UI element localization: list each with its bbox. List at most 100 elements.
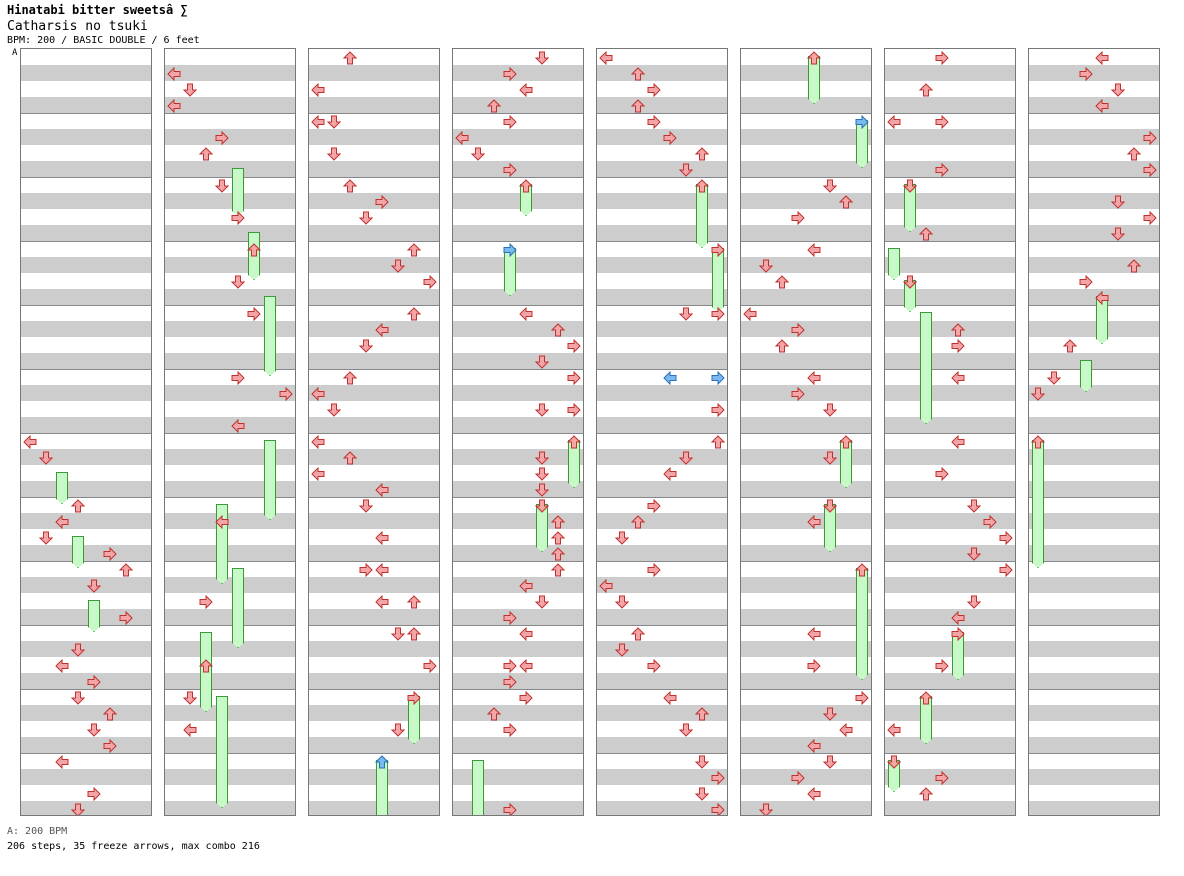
measure-line <box>1029 497 1159 498</box>
step-arrow-up-icon <box>406 242 422 257</box>
measure-line <box>21 305 151 306</box>
step-arrow-right-icon <box>423 658 437 674</box>
freeze-arrow <box>216 696 228 808</box>
measure-line <box>165 753 295 754</box>
step-arrow-up-icon <box>342 450 358 465</box>
step-arrow-down-icon <box>614 530 630 545</box>
step-arrow-right-icon <box>791 386 805 402</box>
step-arrow-right-icon <box>791 210 805 226</box>
step-arrow-right-icon <box>1143 130 1157 146</box>
step-arrow-left-icon <box>519 82 533 98</box>
step-arrow-right-icon <box>375 194 389 210</box>
step-arrow-up-icon <box>198 658 214 673</box>
step-arrow-right-icon <box>1143 210 1157 226</box>
step-arrow-right-icon <box>279 386 293 402</box>
chart-info: BPM: 200 / BASIC DOUBLE / 6 feet <box>7 35 200 46</box>
step-arrow-up-icon <box>774 338 790 353</box>
bpm-marker: A <box>12 48 18 58</box>
step-arrow-down-icon <box>70 690 86 705</box>
step-arrow-right-icon <box>247 306 261 322</box>
step-arrow-right-icon <box>951 626 965 642</box>
freeze-arrow <box>856 568 868 680</box>
step-arrow-left-icon <box>663 466 677 482</box>
step-arrow-left-icon <box>519 626 533 642</box>
step-arrow-right-icon <box>711 370 725 386</box>
measure-line <box>597 369 727 370</box>
freeze-arrow <box>264 440 276 520</box>
footer-bpm: A: 200 BPM <box>7 826 68 837</box>
step-arrow-up-icon <box>518 178 534 193</box>
step-arrow-down-icon <box>966 546 982 561</box>
step-arrow-up-icon <box>550 562 566 577</box>
measure-line <box>1029 689 1159 690</box>
step-arrow-down-icon <box>1046 370 1062 385</box>
step-arrow-right-icon <box>231 370 245 386</box>
step-arrow-down-icon <box>1030 386 1046 401</box>
measure-line <box>21 433 151 434</box>
step-arrow-right-icon <box>647 562 661 578</box>
step-arrow-left-icon <box>951 434 965 450</box>
step-arrow-right-icon <box>1143 162 1157 178</box>
measure-line <box>885 241 1015 242</box>
measure-line <box>453 753 583 754</box>
step-arrow-left-icon <box>183 722 197 738</box>
step-arrow-down-icon <box>614 594 630 609</box>
step-arrow-right-icon <box>103 546 117 562</box>
step-arrow-left-icon <box>1095 98 1109 114</box>
step-arrow-down-icon <box>390 258 406 273</box>
step-arrow-down-icon <box>694 786 710 801</box>
measure-line <box>1029 753 1159 754</box>
step-arrow-down-icon <box>38 450 54 465</box>
measure-line <box>309 433 439 434</box>
step-arrow-down-icon <box>70 802 86 815</box>
step-arrow-down-icon <box>390 626 406 641</box>
step-arrow-up-icon <box>118 562 134 577</box>
step-arrow-left-icon <box>311 386 325 402</box>
step-arrow-left-icon <box>1095 50 1109 66</box>
step-arrow-down-icon <box>822 498 838 513</box>
measure-line <box>21 753 151 754</box>
measure-line <box>165 369 295 370</box>
song-title: Hinatabi bitter sweetsâ ∑ <box>7 3 188 17</box>
measure-line <box>1029 625 1159 626</box>
chart-column-1 <box>20 48 152 816</box>
measure-line <box>885 561 1015 562</box>
step-arrow-right-icon <box>567 402 581 418</box>
step-arrow-down-icon <box>694 754 710 769</box>
measure-line <box>309 241 439 242</box>
step-arrow-down-icon <box>326 114 342 129</box>
measure-line <box>165 241 295 242</box>
step-arrow-right-icon <box>935 658 949 674</box>
step-arrow-left-icon <box>599 578 613 594</box>
step-arrow-left-icon <box>807 626 821 642</box>
measure-line <box>885 689 1015 690</box>
measure-line <box>597 689 727 690</box>
step-arrow-left-icon <box>743 306 757 322</box>
step-arrow-left-icon <box>215 514 229 530</box>
step-arrow-left-icon <box>167 98 181 114</box>
step-arrow-down-icon <box>758 258 774 273</box>
step-arrow-down-icon <box>822 402 838 417</box>
step-arrow-down-icon <box>358 210 374 225</box>
measure-line <box>885 369 1015 370</box>
step-arrow-right-icon <box>1079 66 1093 82</box>
measure-line <box>597 241 727 242</box>
freeze-arrow <box>232 568 244 648</box>
step-arrow-right-icon <box>215 130 229 146</box>
measure-line <box>21 561 151 562</box>
step-arrow-down-icon <box>966 498 982 513</box>
step-arrow-left-icon <box>375 562 389 578</box>
measure-line <box>1029 113 1159 114</box>
step-arrow-down-icon <box>534 466 550 481</box>
measure-line <box>741 625 871 626</box>
step-arrow-right-icon <box>359 562 373 578</box>
freeze-arrow <box>472 760 484 816</box>
step-arrow-up-icon <box>246 242 262 257</box>
step-arrow-down-icon <box>86 722 102 737</box>
step-arrow-left-icon <box>23 434 37 450</box>
step-arrow-up-icon <box>838 434 854 449</box>
step-arrow-right-icon <box>503 722 517 738</box>
measure-line <box>1029 177 1159 178</box>
measure-line <box>21 113 151 114</box>
step-arrow-left-icon <box>887 722 901 738</box>
